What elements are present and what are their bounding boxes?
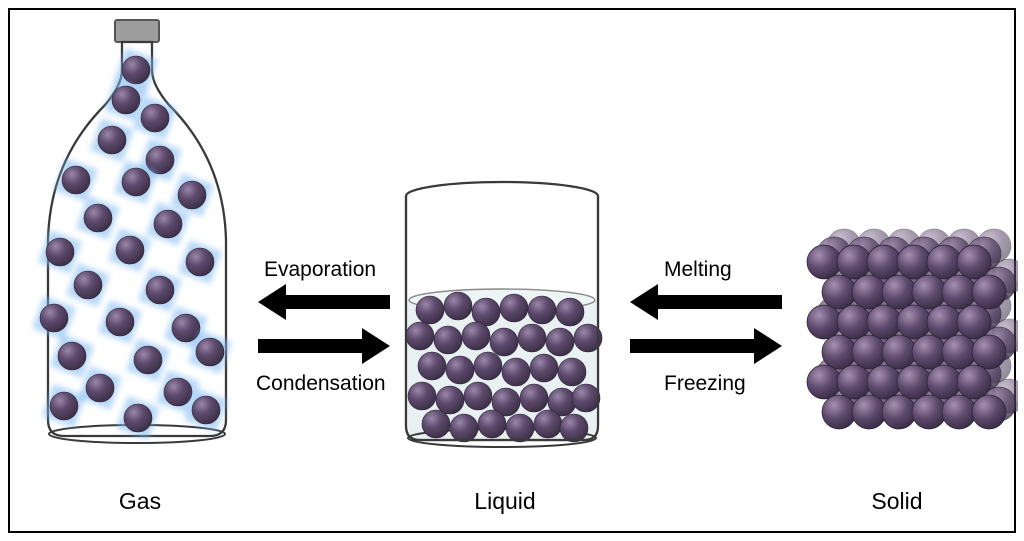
melting-label: Melting xyxy=(664,258,784,282)
diagram-stage: Gas Liquid Solid Evaporation Condensatio… xyxy=(10,10,1014,531)
condensation-label: Condensation xyxy=(256,372,416,396)
gas-label: Gas xyxy=(110,488,170,515)
liquid-container xyxy=(406,182,602,447)
liquid-label: Liquid xyxy=(465,488,545,515)
diagram-frame: Gas Liquid Solid Evaporation Condensatio… xyxy=(8,8,1016,533)
solid-cluster xyxy=(807,229,1018,429)
scene-svg xyxy=(10,10,1018,535)
solid-label: Solid xyxy=(862,488,932,515)
gas-container xyxy=(32,20,232,443)
freezing-label: Freezing xyxy=(664,372,784,396)
evaporation-label: Evaporation xyxy=(264,258,404,282)
